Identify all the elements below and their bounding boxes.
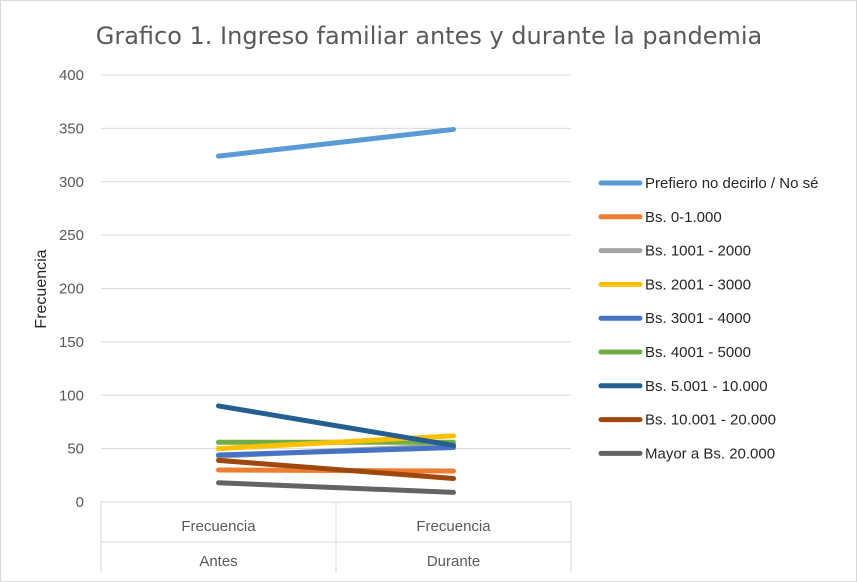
x-group-label: Antes — [199, 553, 237, 570]
x-tick-label: Frecuencia — [181, 518, 256, 535]
legend-item: Bs. 4001 - 5000 — [598, 344, 751, 361]
y-tick-label: 0 — [76, 494, 84, 511]
legend-label: Bs. 3001 - 4000 — [645, 310, 751, 327]
y-tick-label: 300 — [59, 174, 84, 191]
y-tick-label: 100 — [59, 387, 84, 404]
x-axis: Frecuencia Antes Frecuencia Durante — [100, 501, 572, 573]
gridlines — [101, 74, 571, 450]
y-tick-label: 50 — [67, 441, 84, 458]
legend: Prefiero no decirlo / No sé Bs. 0-1.000 Bs… — [598, 175, 818, 462]
chart-title: Grafico 1. Ingreso familiar antes y dura… — [96, 22, 763, 50]
legend-item: Bs. 5.001 - 10.000 — [598, 378, 768, 395]
x-tick-label: Frecuencia — [416, 518, 491, 535]
series-line — [216, 480, 456, 495]
x-group-label: Durante — [427, 553, 480, 570]
y-axis-label: Frecuencia — [33, 249, 50, 328]
y-tick-label: 350 — [59, 120, 84, 137]
legend-label: Bs. 4001 - 5000 — [645, 344, 751, 361]
legend-label: Bs. 2001 - 3000 — [645, 276, 751, 293]
series-line — [216, 126, 456, 159]
legend-label: Bs. 1001 - 2000 — [645, 243, 751, 260]
legend-item: Bs. 0-1.000 — [598, 209, 722, 226]
series-line — [216, 457, 456, 482]
legend-item: Bs. 10.001 - 20.000 — [598, 412, 776, 429]
y-tick-label: 250 — [59, 227, 84, 244]
series-line — [216, 445, 456, 458]
legend-label: Bs. 10.001 - 20.000 — [645, 412, 776, 429]
y-tick-label: 400 — [59, 67, 84, 84]
legend-label: Bs. 0-1.000 — [645, 209, 722, 226]
y-tick-label: 150 — [59, 334, 84, 351]
legend-item: Bs. 1001 - 2000 — [598, 243, 751, 260]
legend-label: Mayor a Bs. 20.000 — [645, 445, 775, 462]
y-tick-label: 200 — [59, 281, 84, 298]
series-line — [216, 403, 456, 448]
y-axis-ticks: 0 50 100 150 200 250 300 350 400 — [59, 67, 84, 511]
legend-item: Bs. 3001 - 4000 — [598, 310, 751, 327]
legend-label: Bs. 5.001 - 10.000 — [645, 378, 768, 395]
legend-item: Bs. 2001 - 3000 — [598, 276, 751, 293]
legend-item: Prefiero no decirlo / No sé — [598, 175, 818, 192]
legend-item: Mayor a Bs. 20.000 — [598, 445, 775, 462]
legend-label: Prefiero no decirlo / No sé — [645, 175, 818, 192]
series-lines — [216, 126, 456, 495]
